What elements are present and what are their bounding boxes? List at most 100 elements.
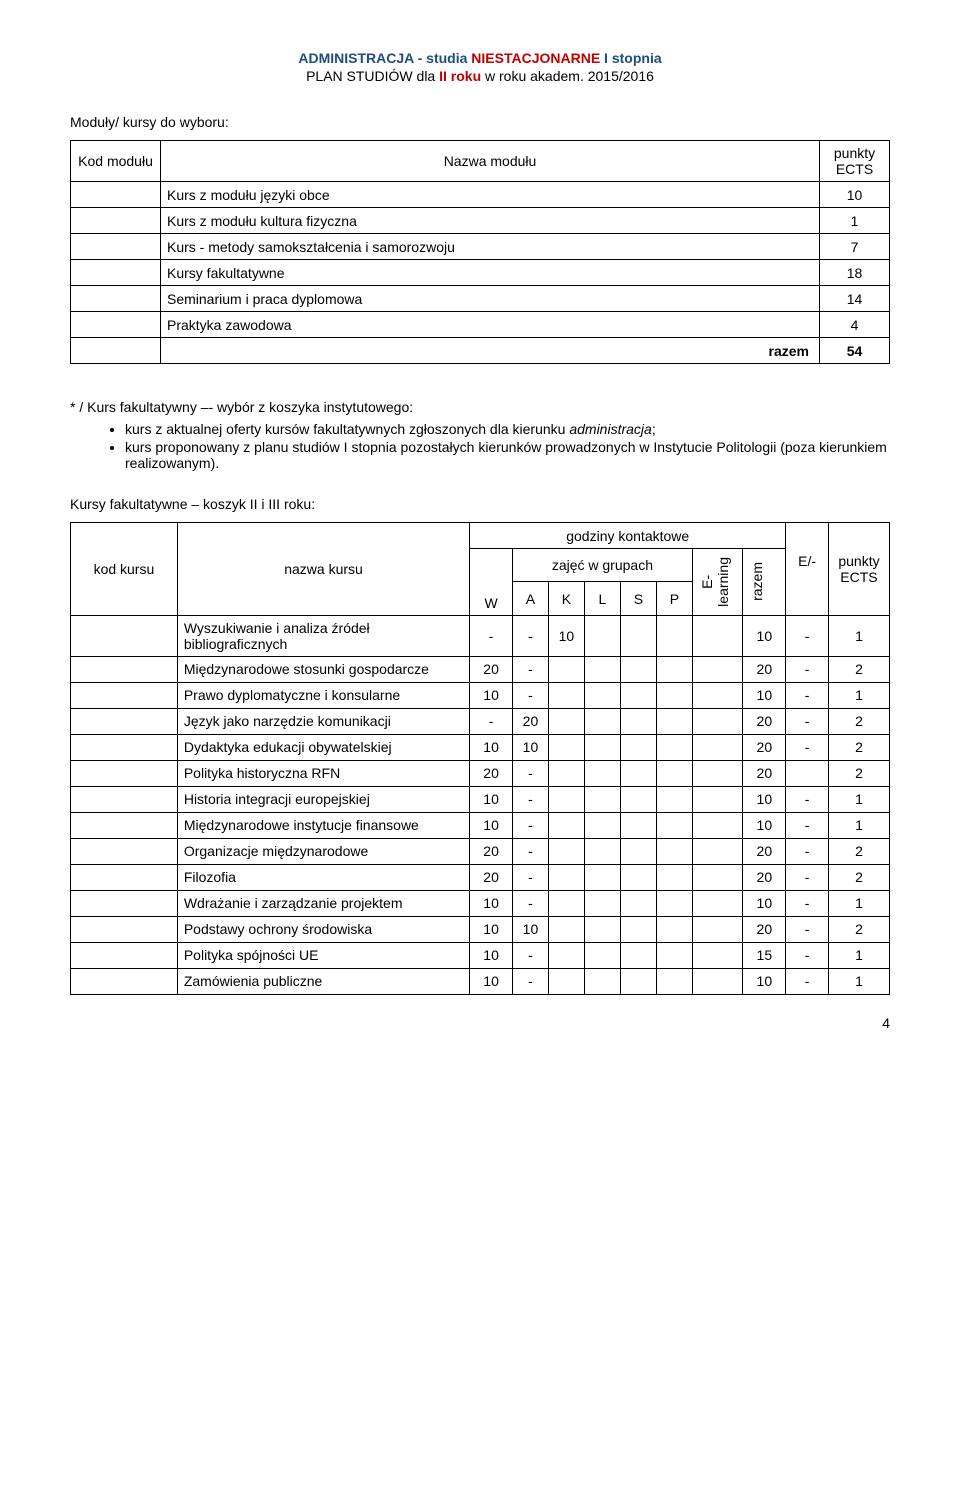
- course-name: Polityka historyczna RFN: [177, 760, 469, 786]
- subtitle-red: II roku: [439, 68, 481, 84]
- course-rz: 10: [743, 890, 786, 916]
- courses-col-s: S: [620, 582, 656, 615]
- module-name: Kursy fakultatywne: [161, 260, 820, 286]
- course-l: [584, 682, 620, 708]
- course-el: [692, 708, 743, 734]
- course-el: [692, 812, 743, 838]
- table-row: Polityka spójności UE10-15-1: [71, 942, 890, 968]
- course-el: [692, 786, 743, 812]
- note-star: * / Kurs fakultatywny –- wybór z koszyka…: [70, 399, 890, 415]
- modules-col-kod: Kod modułu: [71, 141, 161, 182]
- course-a: 10: [512, 734, 548, 760]
- courses-col-rz-text: razem: [749, 558, 765, 605]
- course-s: [620, 916, 656, 942]
- course-a: -: [512, 942, 548, 968]
- table-row: Polityka historyczna RFN20-202: [71, 760, 890, 786]
- courses-col-l: L: [584, 582, 620, 615]
- course-a: 20: [512, 708, 548, 734]
- course-kod: [71, 812, 178, 838]
- course-k: [548, 734, 584, 760]
- course-ef: -: [786, 708, 829, 734]
- note-bullet-1: kurs z aktualnej oferty kursów fakultaty…: [125, 421, 890, 437]
- course-pt: 1: [828, 812, 889, 838]
- course-rz: 20: [743, 864, 786, 890]
- courses-col-hours: godziny kontaktowe: [470, 523, 786, 549]
- course-rz: 20: [743, 708, 786, 734]
- courses-col-rz: razem: [743, 549, 786, 616]
- course-p: [656, 708, 692, 734]
- course-l: [584, 864, 620, 890]
- course-l: [584, 615, 620, 656]
- course-a: -: [512, 968, 548, 994]
- course-ef: -: [786, 656, 829, 682]
- course-l: [584, 890, 620, 916]
- course-ef: -: [786, 682, 829, 708]
- course-name: Podstawy ochrony środowiska: [177, 916, 469, 942]
- course-a: -: [512, 682, 548, 708]
- course-name: Polityka spójności UE: [177, 942, 469, 968]
- course-p: [656, 615, 692, 656]
- course-a: -: [512, 812, 548, 838]
- course-rz: 20: [743, 734, 786, 760]
- course-rz: 10: [743, 968, 786, 994]
- courses-col-a: A: [512, 582, 548, 615]
- module-pts: 14: [820, 286, 890, 312]
- course-l: [584, 942, 620, 968]
- course-s: [620, 615, 656, 656]
- course-k: [548, 812, 584, 838]
- table-row: Międzynarodowe stosunki gospodarcze20-20…: [71, 656, 890, 682]
- course-s: [620, 760, 656, 786]
- course-p: [656, 864, 692, 890]
- table-row: Wyszukiwanie i analiza źródeł bibliograf…: [71, 615, 890, 656]
- course-el: [692, 682, 743, 708]
- course-kod: [71, 890, 178, 916]
- module-kod: [71, 234, 161, 260]
- course-rz: 10: [743, 786, 786, 812]
- table-row: Kurs z modułu języki obce10: [71, 182, 890, 208]
- course-a: -: [512, 760, 548, 786]
- course-pt: 1: [828, 786, 889, 812]
- table-row: Podstawy ochrony środowiska101020-2: [71, 916, 890, 942]
- course-w: 20: [470, 760, 513, 786]
- course-name: Międzynarodowe stosunki gospodarcze: [177, 656, 469, 682]
- table-row: Praktyka zawodowa4: [71, 312, 890, 338]
- course-l: [584, 656, 620, 682]
- course-w: 10: [470, 916, 513, 942]
- course-p: [656, 812, 692, 838]
- course-k: [548, 838, 584, 864]
- note-bullet1-pre: kurs z aktualnej oferty kursów fakultaty…: [125, 421, 569, 437]
- modules-heading: Moduły/ kursy do wyboru:: [70, 114, 890, 130]
- modules-sum-kod: [71, 338, 161, 364]
- course-pt: 1: [828, 682, 889, 708]
- course-ef: -: [786, 864, 829, 890]
- course-p: [656, 734, 692, 760]
- course-k: [548, 682, 584, 708]
- table-row: Wdrażanie i zarządzanie projektem10-10-1: [71, 890, 890, 916]
- course-el: [692, 968, 743, 994]
- course-name: Filozofia: [177, 864, 469, 890]
- course-ef: -: [786, 838, 829, 864]
- table-row: Organizacje międzynarodowe20-20-2: [71, 838, 890, 864]
- course-l: [584, 968, 620, 994]
- course-p: [656, 942, 692, 968]
- course-kod: [71, 682, 178, 708]
- course-kod: [71, 786, 178, 812]
- course-rz: 20: [743, 656, 786, 682]
- course-p: [656, 682, 692, 708]
- course-k: [548, 942, 584, 968]
- course-p: [656, 760, 692, 786]
- course-l: [584, 708, 620, 734]
- course-kod: [71, 864, 178, 890]
- course-a: -: [512, 615, 548, 656]
- course-kod: [71, 656, 178, 682]
- course-s: [620, 838, 656, 864]
- course-el: [692, 916, 743, 942]
- course-kod: [71, 734, 178, 760]
- course-ef: -: [786, 734, 829, 760]
- doc-subtitle: PLAN STUDIÓW dla II roku w roku akadem. …: [70, 68, 890, 84]
- course-name: Zamówienia publiczne: [177, 968, 469, 994]
- course-pt: 2: [828, 734, 889, 760]
- note-bullet1-post: ;: [652, 421, 656, 437]
- course-ef: -: [786, 916, 829, 942]
- course-name: Wdrażanie i zarządzanie projektem: [177, 890, 469, 916]
